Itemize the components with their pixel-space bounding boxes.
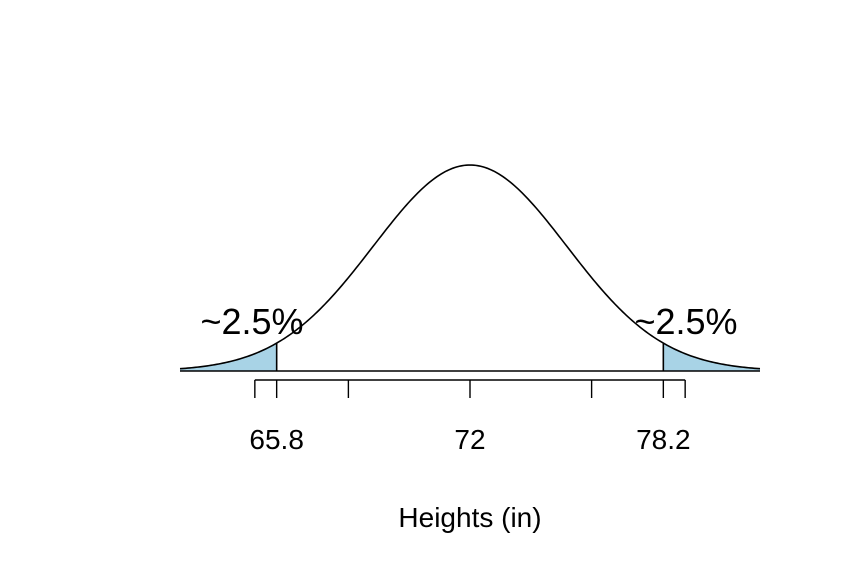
density-curve: [179, 164, 761, 370]
x-axis-ticks: [254, 380, 686, 398]
cutoff-lines: [180, 343, 760, 372]
left-tail-label: ~2.5%: [200, 301, 303, 342]
region-labels: ~2.5% ~2.5%: [200, 301, 737, 342]
right-tail-label: ~2.5%: [634, 301, 737, 342]
x-tick-labels: 65.8 72 78.2: [249, 424, 690, 455]
x-tick-label-1: 72: [454, 424, 485, 455]
x-axis: [254, 379, 686, 398]
right-tail-shade: [663, 343, 760, 371]
shaded-tail-regions: [180, 343, 760, 371]
left-tail-shade: [180, 343, 277, 371]
x-tick-label-2: 78.2: [636, 424, 691, 455]
x-axis-label: Heights (in): [398, 502, 541, 533]
x-tick-label-0: 65.8: [249, 424, 304, 455]
